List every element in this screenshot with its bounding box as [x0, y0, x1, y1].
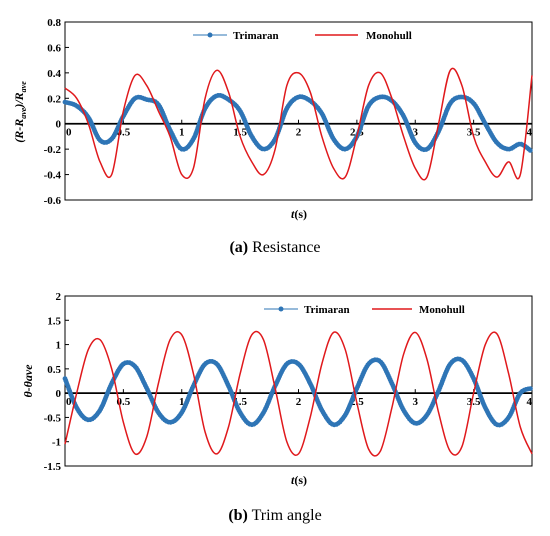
plot-area [64, 21, 533, 201]
legend-marker-trimaran [207, 32, 213, 38]
x-tick-label: 1 [179, 127, 185, 139]
y-axis-ticks: -1.5 -1 -0.5 0 0.5 1 1.5 2 [44, 291, 69, 473]
y-tick-label: -0.2 [44, 144, 62, 156]
x-axis-ticks: 00.511.522.533.54 [64, 119, 533, 139]
legend: Trimaran Monohull [264, 304, 465, 316]
y-axis-label: (R-Rave)/Rave [12, 81, 28, 143]
series-group [62, 330, 533, 457]
x-tick-label: 1 [179, 396, 185, 408]
legend-label-monohull: Monohull [419, 304, 465, 316]
y-tick-label: 0.5 [47, 364, 61, 376]
y-tick-label: 0 [56, 119, 62, 131]
y-tick-label: 0.4 [47, 68, 61, 80]
x-axis-label: t(s) [291, 207, 307, 221]
data-point-trimaran [527, 148, 533, 153]
x-tick-label: 2 [296, 127, 302, 139]
series-line-monohull [64, 330, 533, 457]
series-group [62, 67, 533, 181]
x-tick-label: 0 [66, 396, 72, 408]
x-tick-label: 1.5 [233, 127, 247, 139]
series-line-monohull [64, 67, 533, 181]
x-tick-label: 3 [413, 396, 419, 408]
y-tick-label: 1 [56, 340, 62, 352]
legend-label-trimaran: Trimaran [304, 304, 350, 316]
y-tick-label: -1.5 [44, 461, 62, 473]
caption-b: (b) Trim angle [228, 507, 321, 524]
y-tick-label: 0.2 [47, 93, 61, 105]
resistance-chart: -0.6-0.4-0.200.20.40.60.8 00.511.522.533… [12, 17, 533, 256]
y-axis-ticks: -0.6 -0.4 -0.2 0 0.2 0.4 0.6 0.8 [44, 17, 69, 207]
legend-label-trimaran: Trimaran [233, 30, 279, 42]
data-point-trimaran [528, 386, 533, 391]
caption-a: (a) Resistance [229, 239, 320, 256]
y-tick-label: 1.5 [47, 315, 61, 327]
x-tick-label: 3 [413, 127, 419, 139]
y-axis-label: θ-θave [21, 364, 35, 398]
x-tick-label: 3.5 [467, 127, 481, 139]
legend-label-monohull: Monohull [366, 30, 412, 42]
y-tick-label: -0.4 [44, 170, 62, 182]
y-tick-label: -0.5 [44, 412, 62, 424]
y-tick-label: 2 [56, 291, 62, 303]
plot-area [64, 295, 533, 467]
y-tick-label: -1 [52, 437, 61, 449]
x-axis-label: t(s) [291, 473, 307, 487]
trim-angle-chart: -1.5-1-0.500.511.52 0 0.5 1 1.5 2 2.5 3 3.5 4 Tr… [21, 291, 533, 524]
y-tick-label: 0 [56, 388, 62, 400]
x-tick-label: 2 [296, 396, 302, 408]
y-tick-label: 0.8 [47, 17, 61, 29]
x-tick-label: 4 [527, 127, 533, 139]
legend: Trimaran Monohull [193, 30, 412, 42]
x-tick-label: 4 [527, 396, 533, 408]
y-tick-label: -0.6 [44, 195, 62, 207]
x-tick-label: 3.5 [467, 396, 481, 408]
legend-marker-trimaran [278, 306, 284, 312]
x-tick-label: 0 [66, 127, 72, 139]
y-tick-label: 0.6 [47, 42, 61, 54]
